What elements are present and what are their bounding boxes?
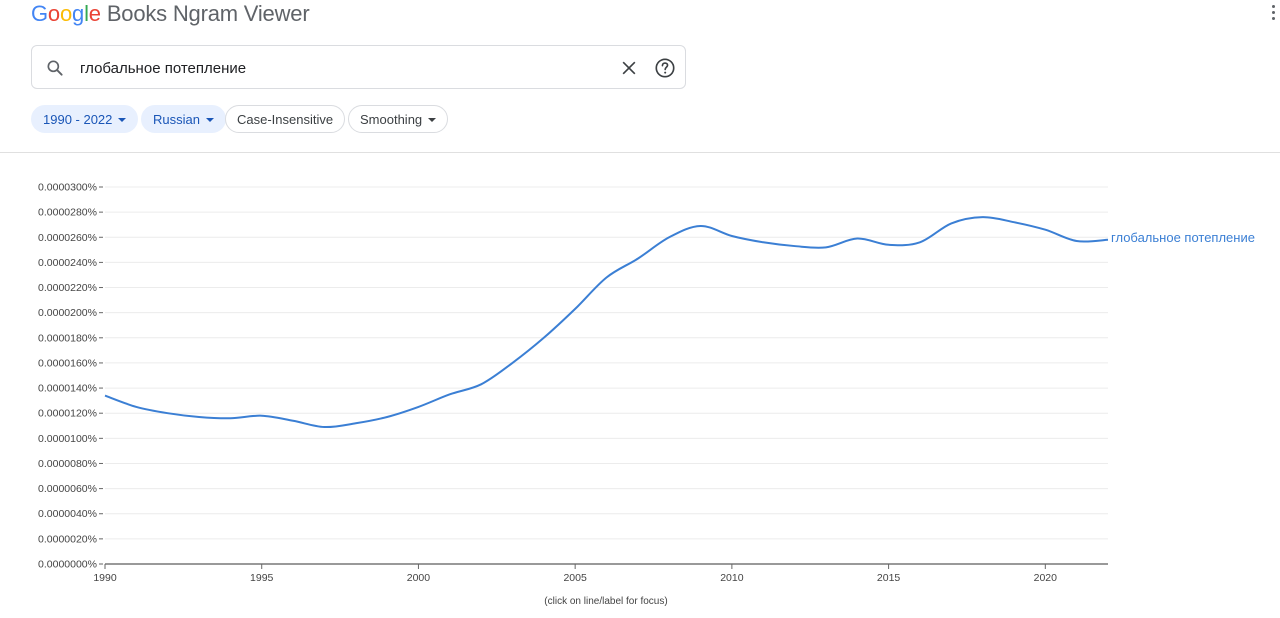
y-tick-label: 0.0000200% <box>38 307 97 319</box>
chart-caption: (click on line/label for focus) <box>544 596 668 607</box>
divider <box>0 152 1280 153</box>
x-tick-label: 2015 <box>877 572 901 584</box>
x-tick-label: 2020 <box>1034 572 1058 584</box>
series-line[interactable] <box>104 216 1109 429</box>
y-tick-label: 0.0000080% <box>38 458 97 470</box>
y-tick-label: 0.0000060% <box>38 483 97 495</box>
y-tick-label: 0.0000140% <box>38 383 97 395</box>
search-input[interactable] <box>78 56 602 80</box>
y-tick-label: 0.0000180% <box>38 332 97 344</box>
dropdown-arrow-icon <box>118 118 127 122</box>
dropdown-arrow-icon <box>428 118 437 122</box>
y-tick-label: 0.0000220% <box>38 282 97 294</box>
x-tick-label: 2005 <box>563 572 587 584</box>
google-logo: Google <box>31 1 101 26</box>
more-vert-icon[interactable] <box>1272 5 1276 23</box>
case-insensitive-label: Case-Insensitive <box>237 112 334 127</box>
app-title: Books Ngram Viewer <box>106 1 310 26</box>
y-tick-label: 0.0000300% <box>38 182 97 194</box>
google-books-ngram-logo[interactable]: Google Books Ngram Viewer <box>31 1 310 27</box>
search-icon[interactable] <box>45 58 65 78</box>
year-range-chip[interactable]: 1990 - 2022 <box>31 105 139 133</box>
year-range-label: 1990 - 2022 <box>43 112 113 127</box>
x-tick-label: 2010 <box>720 572 744 584</box>
smoothing-label: Smoothing <box>360 112 423 127</box>
y-tick-label: 0.0000160% <box>38 357 97 369</box>
corpus-label: Russian <box>153 112 200 127</box>
y-tick-label: 0.0000260% <box>38 232 97 244</box>
y-tick-label: 0.0000240% <box>38 257 97 269</box>
y-tick-label: 0.0000120% <box>38 408 97 420</box>
series-label[interactable]: глобальное потепление <box>1111 230 1255 245</box>
header: Google Books Ngram Viewer <box>0 0 1280 30</box>
smoothing-chip[interactable]: Smoothing <box>348 105 449 133</box>
help-icon[interactable] <box>654 57 676 79</box>
y-tick-label: 0.0000020% <box>38 533 97 545</box>
y-tick-label: 0.0000040% <box>38 508 97 520</box>
x-tick-label: 1995 <box>250 572 274 584</box>
search-box <box>31 45 686 89</box>
dropdown-arrow-icon <box>205 118 214 122</box>
ngram-chart: 0.0000000% 0.0000020% 0.0000040% 0.0000060%… <box>38 182 1255 585</box>
case-insensitive-chip[interactable]: Case-Insensitive <box>225 105 346 133</box>
close-icon[interactable] <box>619 58 639 78</box>
y-tick-label: 0.0000100% <box>38 433 97 445</box>
corpus-chip[interactable]: Russian <box>141 105 226 133</box>
x-tick-label: 2000 <box>407 572 431 584</box>
x-tick-label: 1990 <box>93 572 117 584</box>
y-tick-label: 0.0000000% <box>38 559 97 571</box>
y-tick-label: 0.0000280% <box>38 207 97 219</box>
